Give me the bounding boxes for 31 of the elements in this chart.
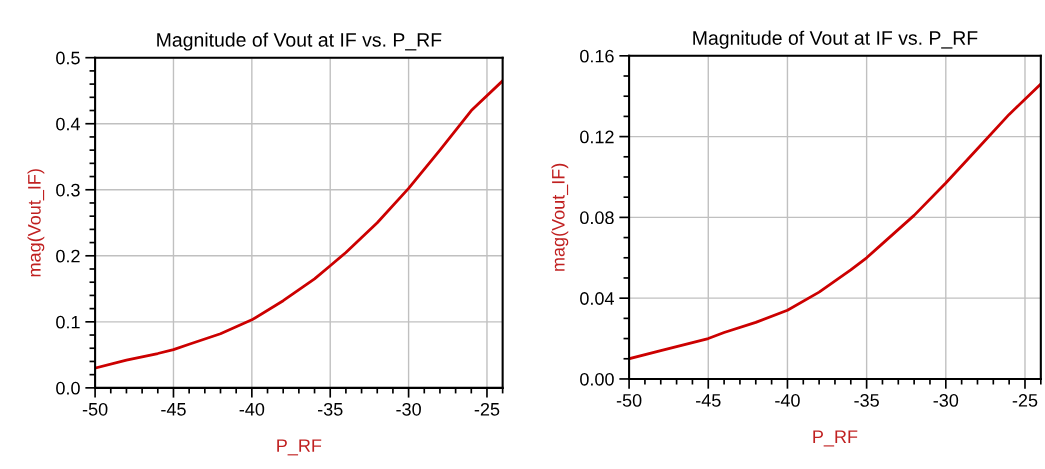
- x-tick-label: -35: [854, 394, 879, 407]
- x-axis-title: P_RF: [277, 439, 322, 456]
- x-tick-label: -50: [82, 402, 108, 416]
- x-tick-label: -35: [317, 402, 343, 416]
- x-tick-label: -45: [696, 394, 721, 407]
- x-tick-label: -45: [161, 403, 186, 416]
- y-tick-label: 0.2: [56, 249, 80, 263]
- y-tick-label: 0.3: [56, 183, 80, 197]
- x-tick-label: -30: [396, 402, 421, 416]
- y-axis-title: mag(Vout_IF): [27, 169, 45, 277]
- chart-title: Magnitude of Vout at IF vs. P_RF: [693, 30, 978, 49]
- y-tick-label: 0.0: [56, 381, 80, 395]
- x-tick-label: -25: [474, 402, 500, 416]
- line-series: [629, 82, 1041, 361]
- x-tick-label: -40: [239, 402, 265, 416]
- y-tick-label: 0.00: [580, 372, 614, 386]
- chart-title: Magnitude of Vout at IF vs. P_RF: [157, 32, 442, 51]
- x-tick-label: -25: [1012, 394, 1038, 407]
- y-tick-label: 0.16: [580, 49, 614, 63]
- x-tick-label: -50: [616, 394, 642, 407]
- x-tick-label: -40: [775, 394, 800, 407]
- x-axis-title: P_RF: [813, 430, 858, 447]
- x-tick-label: -30: [933, 394, 959, 407]
- y-tick-label: 0.1: [56, 315, 80, 329]
- y-tick-label: 0.12: [580, 130, 614, 144]
- y-axis-title: mag(Vout_IF): [551, 163, 569, 271]
- y-tick-label: 0.5: [56, 51, 80, 65]
- y-tick-label: 0.08: [580, 211, 614, 225]
- y-tick-label: 0.4: [56, 117, 80, 131]
- line-series: [95, 79, 503, 370]
- y-tick-label: 0.04: [580, 292, 614, 305]
